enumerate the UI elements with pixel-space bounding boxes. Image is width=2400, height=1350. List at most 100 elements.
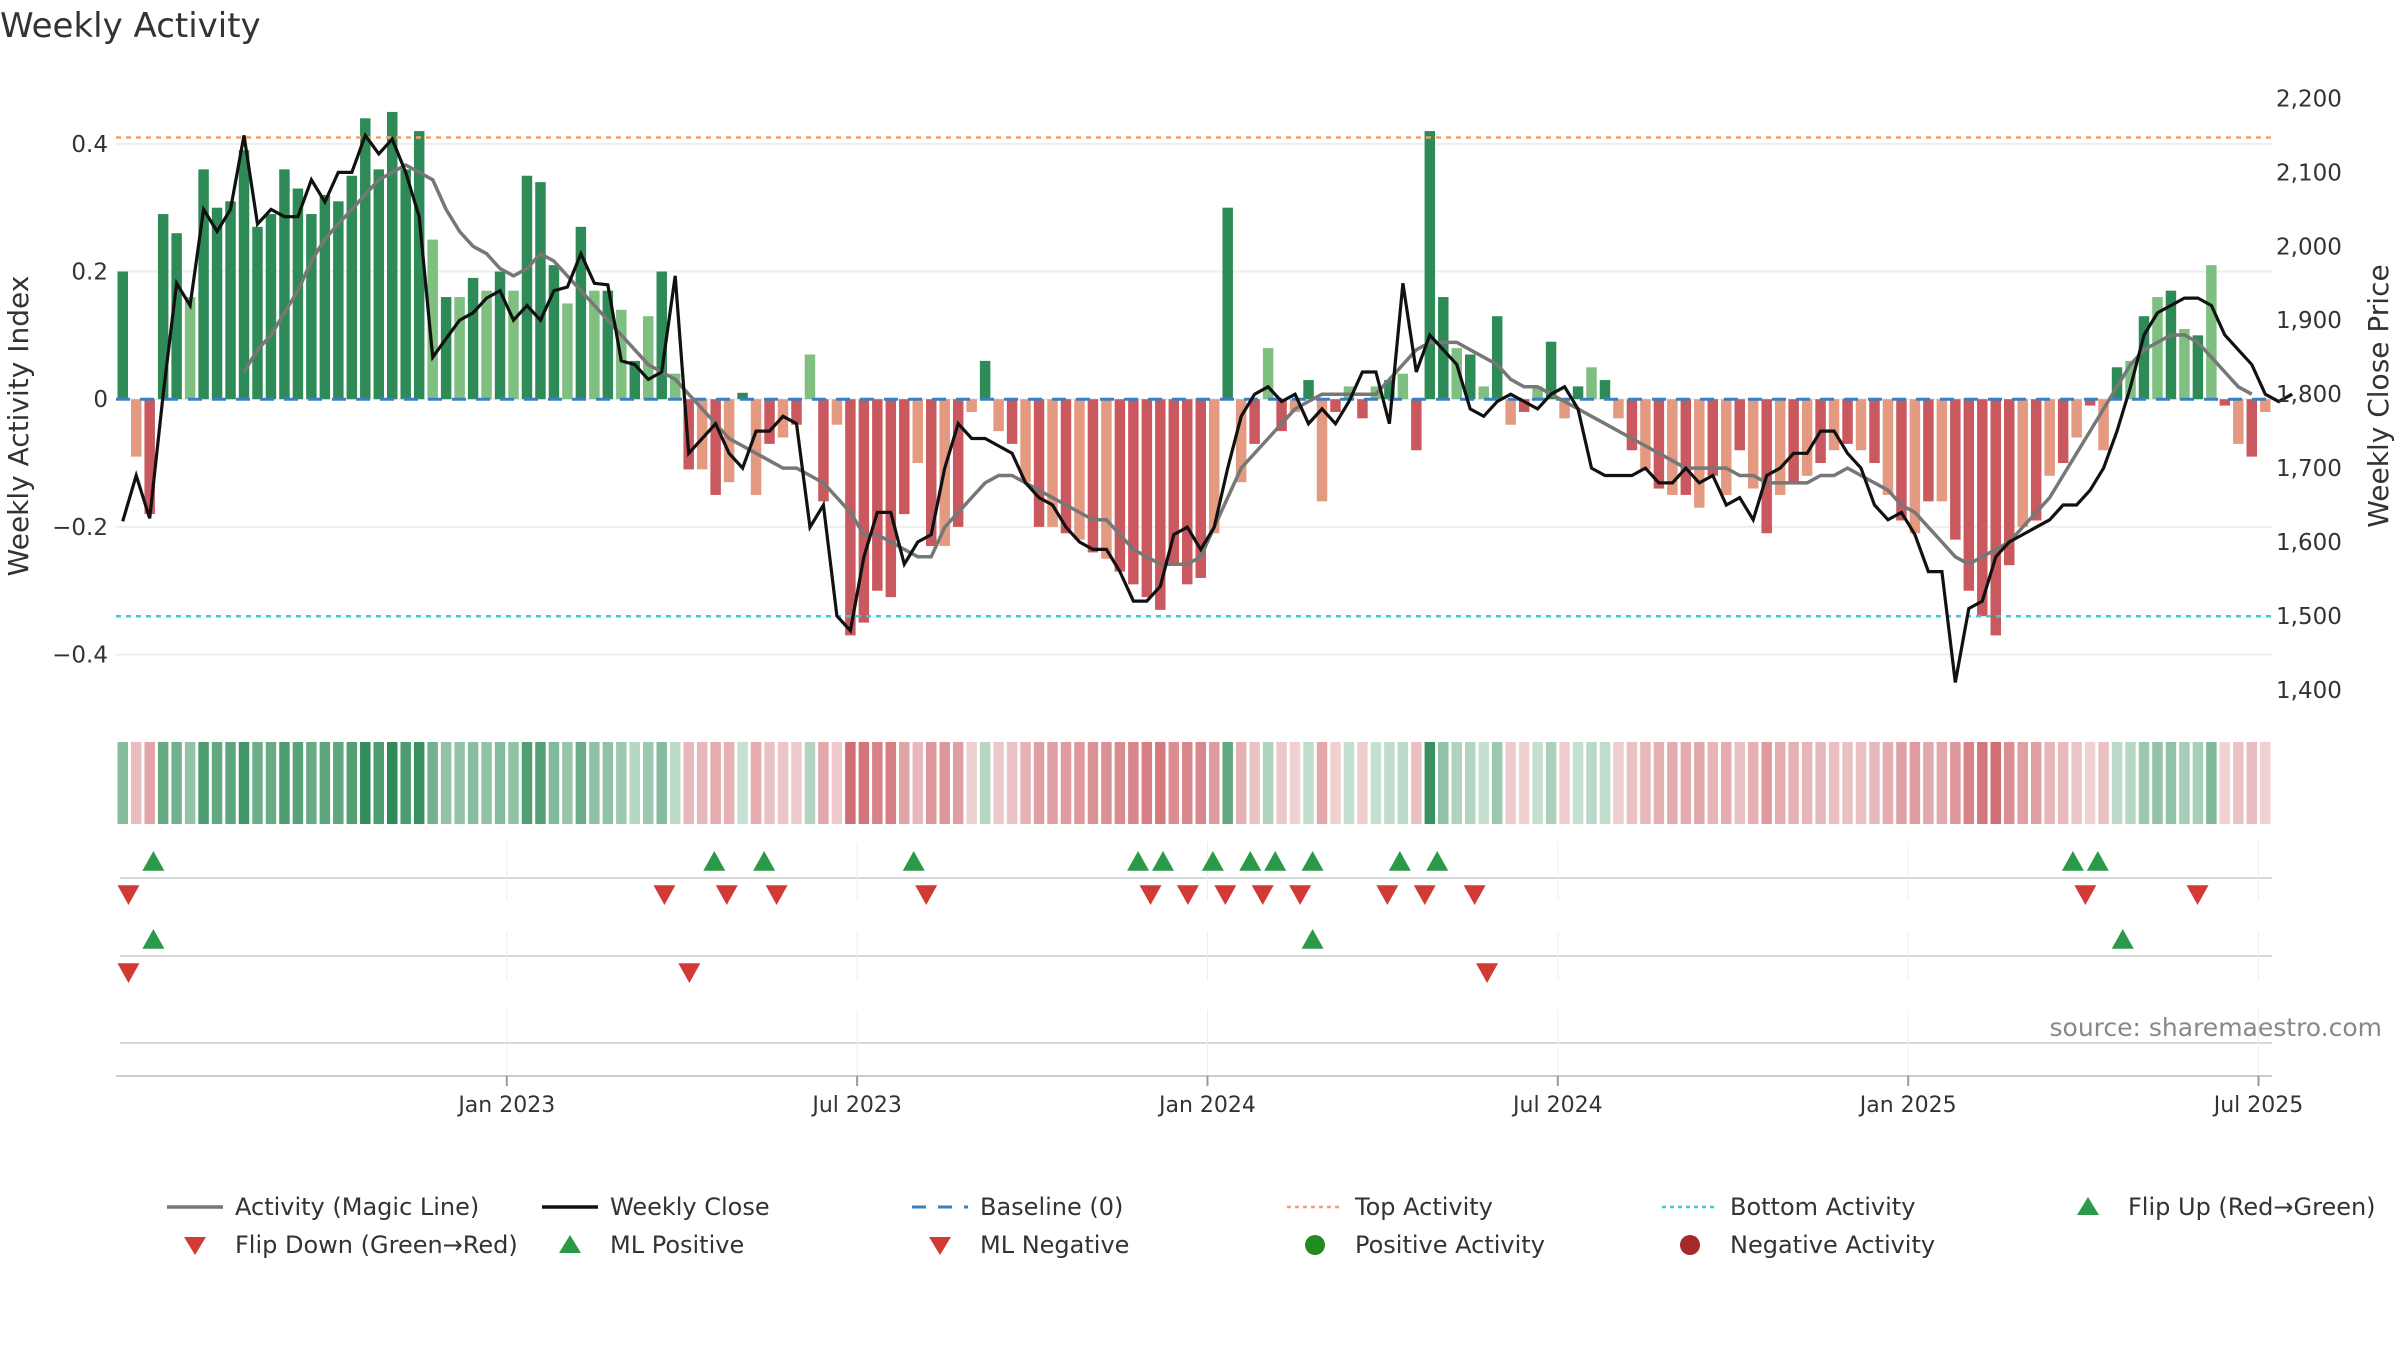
heat-strip-cell xyxy=(562,742,573,824)
heat-strip-cell xyxy=(1882,742,1894,824)
activity-bar xyxy=(1707,399,1719,476)
activity-bar xyxy=(2179,328,2190,400)
activity-bar xyxy=(804,354,816,400)
heat-strip-cell xyxy=(1316,742,1328,824)
activity-bar xyxy=(845,399,856,636)
heat-strip-cell xyxy=(157,742,169,824)
heat-strip-cell xyxy=(1909,742,1921,824)
heat-strip-cell xyxy=(1721,742,1732,824)
flip-down-marker xyxy=(1413,885,1436,905)
activity-bar xyxy=(521,175,533,400)
activity-bar xyxy=(1855,399,1867,451)
legend-label: ML Negative xyxy=(980,1231,1130,1259)
activity-bar xyxy=(1411,399,1422,451)
legend-label: Top Activity xyxy=(1355,1193,1493,1221)
activity-bar xyxy=(265,214,277,400)
legend-label: Weekly Close xyxy=(610,1193,770,1221)
activity-bar xyxy=(1141,399,1153,598)
ml-positive-marker xyxy=(2111,929,2134,949)
activity-bar xyxy=(1572,386,1584,400)
activity-bar xyxy=(764,399,775,444)
heat-strip-cell xyxy=(952,742,964,824)
activity-bar xyxy=(1559,399,1570,419)
heat-strip-cell xyxy=(494,742,506,824)
y2-tick-label: 1,700 xyxy=(2276,456,2342,482)
flip-up-marker xyxy=(1239,851,1262,871)
y2-tick-label: 2,100 xyxy=(2276,160,2342,186)
y-tick-label: 0 xyxy=(93,387,108,413)
heat-strip-cell xyxy=(2098,742,2109,824)
heat-strip-cell xyxy=(1680,742,1692,824)
activity-bar xyxy=(872,399,883,591)
activity-bar xyxy=(1020,399,1031,483)
ml-negative-marker xyxy=(1476,963,1499,983)
heat-strip-cell xyxy=(1869,742,1880,824)
heat-strip-cell xyxy=(1114,742,1126,824)
heat-strip-cell xyxy=(791,742,802,824)
legend-swatch xyxy=(184,1237,206,1255)
heat-strip-cell xyxy=(1235,742,1247,824)
activity-bar xyxy=(2098,399,2109,451)
heat-strip-cell xyxy=(2071,742,2082,824)
heat-strip-cell xyxy=(1303,742,1314,824)
heat-strip-cell xyxy=(1923,742,1934,824)
activity-bar xyxy=(1599,380,1611,400)
flip-down-marker xyxy=(1463,885,1486,905)
activity-bar xyxy=(225,201,236,400)
heat-strip-cell xyxy=(575,742,587,824)
heat-strip-cell xyxy=(1397,742,1409,824)
activity-bar xyxy=(1101,399,1112,559)
activity-bar xyxy=(575,226,587,400)
activity-bar xyxy=(912,399,923,464)
heat-strip-cell xyxy=(1694,742,1705,824)
heat-strip-cell xyxy=(198,742,209,824)
activity-bar xyxy=(710,399,721,495)
heat-strip-cell xyxy=(292,742,304,824)
activity-bar xyxy=(1640,399,1651,470)
x-tick-label: Jan 2024 xyxy=(1157,1093,1256,1118)
activity-bar xyxy=(2004,399,2015,566)
activity-bar xyxy=(2192,335,2204,400)
heat-strip-cell xyxy=(629,742,641,824)
activity-bar xyxy=(1006,399,1018,444)
y2-tick-label: 1,600 xyxy=(2276,530,2342,556)
activity-bar xyxy=(467,277,479,400)
heat-strip-cell xyxy=(2044,742,2055,824)
legend-item: ML Negative xyxy=(910,1230,1129,1260)
activity-bar xyxy=(589,290,600,400)
activity-bar xyxy=(387,111,398,400)
activity-bar xyxy=(993,399,1004,432)
activity-bar xyxy=(1128,399,1139,585)
flip-down-marker xyxy=(653,885,676,905)
heat-strip-cell xyxy=(306,742,317,824)
heat-strip-cell xyxy=(616,742,627,824)
flip-up-marker xyxy=(2086,851,2109,871)
heat-strip-cell xyxy=(2030,742,2042,824)
y-tick-label: 0.2 xyxy=(71,260,108,286)
activity-bar xyxy=(2125,360,2136,400)
heat-strip-cell xyxy=(764,742,775,824)
heat-strip-cell xyxy=(926,742,937,824)
legend-label: Flip Down (Green→Red) xyxy=(235,1231,518,1259)
legend-symbol xyxy=(1680,1235,1700,1255)
legend-item: Flip Down (Green→Red) xyxy=(165,1230,518,1260)
activity-bar xyxy=(1168,399,1180,566)
activity-bar xyxy=(1491,316,1503,400)
heat-strip-cell xyxy=(184,742,196,824)
heat-strip-cell xyxy=(521,742,533,824)
heat-strip-cell xyxy=(171,742,182,824)
heat-strip-cell xyxy=(508,742,519,824)
heat-strip-cell xyxy=(723,742,735,824)
heat-strip-cell xyxy=(2206,742,2217,824)
activity-bar xyxy=(440,297,452,400)
legend-label: Positive Activity xyxy=(1355,1231,1545,1259)
activity-bar xyxy=(373,169,384,400)
heat-strip-cell xyxy=(373,742,384,824)
activity-bar xyxy=(1249,399,1260,444)
activity-bar xyxy=(508,290,519,400)
heat-strip-cell xyxy=(144,742,155,824)
activity-bar xyxy=(2057,399,2069,464)
x-tick-label: Jan 2025 xyxy=(1858,1093,1957,1118)
legend-swatch xyxy=(929,1237,951,1255)
activity-bar xyxy=(1963,399,1975,591)
